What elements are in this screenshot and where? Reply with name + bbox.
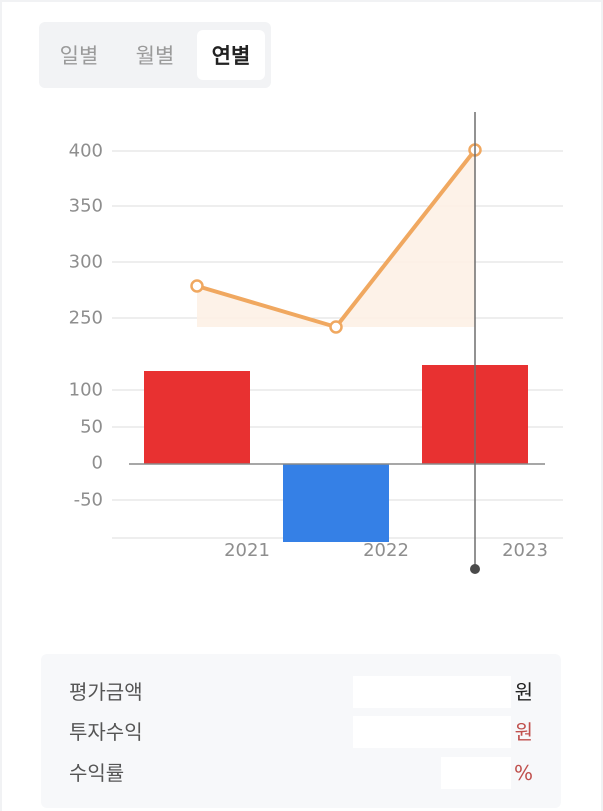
line-point-2022 bbox=[329, 320, 343, 334]
page-border-top bbox=[0, 0, 603, 2]
y-tick-400: 400 bbox=[68, 140, 103, 162]
bar-2021 bbox=[144, 371, 250, 464]
y-tick-250: 250 bbox=[68, 307, 103, 329]
tab-yearly[interactable]: 연별 bbox=[197, 30, 265, 80]
y-tick-0: 0 bbox=[91, 452, 103, 474]
bar-2022 bbox=[283, 464, 389, 542]
chart-canvas bbox=[112, 112, 563, 574]
tab-daily[interactable]: 일별 bbox=[59, 44, 99, 68]
x-label-2023: 2023 bbox=[502, 540, 548, 561]
valuation-unit: 원 bbox=[514, 680, 533, 704]
summary-row-return-rate: 수익률 % bbox=[41, 757, 561, 789]
profit-unit: 원 bbox=[514, 720, 533, 744]
return-rate-unit: % bbox=[513, 761, 533, 785]
y-tick-50: 50 bbox=[80, 416, 103, 438]
y-tick-neg50: -50 bbox=[73, 489, 103, 511]
valuation-value bbox=[353, 676, 511, 708]
period-segmented-control: 일별 월별 연별 bbox=[39, 22, 271, 88]
line-point-2021 bbox=[190, 279, 204, 293]
page-border-left bbox=[0, 0, 2, 811]
upper-gridlines bbox=[112, 150, 563, 319]
y-tick-350: 350 bbox=[68, 195, 103, 217]
summary-panel: 평가금액 원 투자수익 원 수익률 % bbox=[41, 654, 561, 808]
combined-chart[interactable]: 400 350 300 250 100 50 0 -50 2021 2022 2… bbox=[0, 100, 603, 590]
y-tick-300: 300 bbox=[68, 251, 103, 273]
x-label-2021: 2021 bbox=[224, 540, 270, 561]
summary-row-valuation: 평가금액 원 bbox=[41, 676, 561, 708]
return-rate-value bbox=[441, 757, 511, 789]
area-fill bbox=[197, 150, 475, 327]
valuation-label: 평가금액 bbox=[69, 680, 143, 704]
page-border-right bbox=[601, 0, 603, 811]
profit-value bbox=[353, 716, 511, 748]
x-label-2022: 2022 bbox=[363, 540, 409, 561]
return-rate-label: 수익률 bbox=[69, 761, 125, 785]
summary-row-profit: 투자수익 원 bbox=[41, 716, 561, 748]
tab-monthly[interactable]: 월별 bbox=[135, 44, 175, 68]
profit-label: 투자수익 bbox=[69, 720, 143, 744]
y-tick-100: 100 bbox=[68, 379, 103, 401]
cursor-handle bbox=[470, 564, 480, 574]
